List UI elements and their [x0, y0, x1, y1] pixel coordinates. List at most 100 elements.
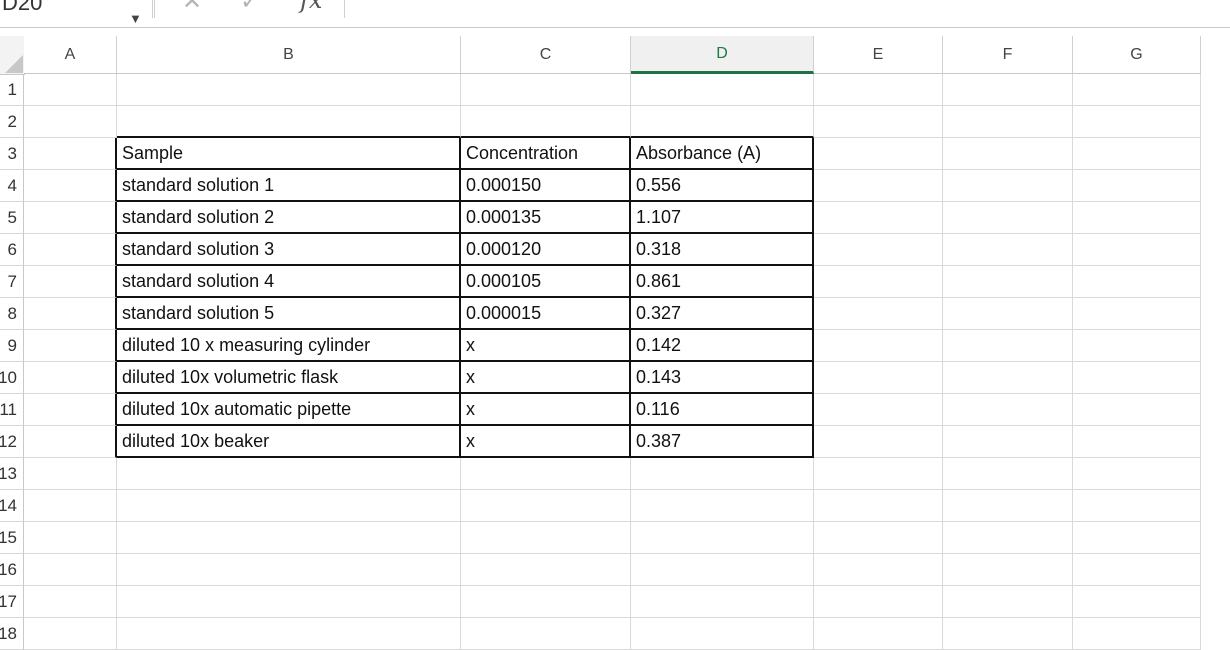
- row-header[interactable]: 1: [0, 74, 24, 106]
- cell-b11[interactable]: diluted 10x automatic pipette: [117, 394, 461, 426]
- cell-g11[interactable]: [1073, 394, 1201, 426]
- row-header[interactable]: 5: [0, 202, 24, 234]
- cell-a4[interactable]: [24, 170, 117, 202]
- cell-c14[interactable]: [461, 490, 631, 522]
- cell-g17[interactable]: [1073, 586, 1201, 618]
- row-header[interactable]: 8: [0, 298, 24, 330]
- cell-f1[interactable]: [943, 74, 1073, 106]
- cell-e13[interactable]: [814, 458, 943, 490]
- cell-f12[interactable]: [943, 426, 1073, 458]
- row-header[interactable]: 10: [0, 362, 24, 394]
- triangle-down-icon[interactable]: ▼: [129, 11, 142, 26]
- cell-e6[interactable]: [814, 234, 943, 266]
- cell-b14[interactable]: [117, 490, 461, 522]
- cell-d2[interactable]: [631, 106, 814, 138]
- name-box[interactable]: D20: [0, 0, 153, 18]
- cell-d12[interactable]: 0.387: [631, 426, 814, 458]
- cell-b3[interactable]: Sample: [117, 138, 461, 170]
- cell-g9[interactable]: [1073, 330, 1201, 362]
- cell-g14[interactable]: [1073, 490, 1201, 522]
- cell-g4[interactable]: [1073, 170, 1201, 202]
- cell-c1[interactable]: [461, 74, 631, 106]
- cell-e8[interactable]: [814, 298, 943, 330]
- row-header[interactable]: 7: [0, 266, 24, 298]
- cell-f11[interactable]: [943, 394, 1073, 426]
- cell-b2[interactable]: [117, 106, 461, 138]
- cell-d18[interactable]: [631, 618, 814, 650]
- cell-g15[interactable]: [1073, 522, 1201, 554]
- cell-c11[interactable]: x: [461, 394, 631, 426]
- cell-e15[interactable]: [814, 522, 943, 554]
- row-header[interactable]: 4: [0, 170, 24, 202]
- cell-d10[interactable]: 0.143: [631, 362, 814, 394]
- cell-b7[interactable]: standard solution 4: [117, 266, 461, 298]
- x-icon[interactable]: ✕: [182, 0, 203, 15]
- cell-f8[interactable]: [943, 298, 1073, 330]
- cell-e11[interactable]: [814, 394, 943, 426]
- cell-b17[interactable]: [117, 586, 461, 618]
- cell-g18[interactable]: [1073, 618, 1201, 650]
- cell-b18[interactable]: [117, 618, 461, 650]
- cell-e9[interactable]: [814, 330, 943, 362]
- cell-a2[interactable]: [24, 106, 117, 138]
- cell-a15[interactable]: [24, 522, 117, 554]
- cell-e3[interactable]: [814, 138, 943, 170]
- cell-d11[interactable]: 0.116: [631, 394, 814, 426]
- cell-b6[interactable]: standard solution 3: [117, 234, 461, 266]
- cell-f17[interactable]: [943, 586, 1073, 618]
- cell-c10[interactable]: x: [461, 362, 631, 394]
- cell-c7[interactable]: 0.000105: [461, 266, 631, 298]
- cell-c9[interactable]: x: [461, 330, 631, 362]
- cell-d1[interactable]: [631, 74, 814, 106]
- cell-d15[interactable]: [631, 522, 814, 554]
- cell-f4[interactable]: [943, 170, 1073, 202]
- cell-d8[interactable]: 0.327: [631, 298, 814, 330]
- cell-c18[interactable]: [461, 618, 631, 650]
- cell-c3[interactable]: Concentration: [461, 138, 631, 170]
- column-header-a[interactable]: A: [24, 36, 117, 74]
- cell-a13[interactable]: [24, 458, 117, 490]
- fx-icon[interactable]: fx: [300, 0, 323, 14]
- row-header[interactable]: 13: [0, 458, 24, 490]
- cell-e7[interactable]: [814, 266, 943, 298]
- column-header-f[interactable]: F: [943, 36, 1073, 74]
- cell-a3[interactable]: [24, 138, 117, 170]
- cell-b9[interactable]: diluted 10 x measuring cylinder: [117, 330, 461, 362]
- cell-d7[interactable]: 0.861: [631, 266, 814, 298]
- cell-a8[interactable]: [24, 298, 117, 330]
- cell-a1[interactable]: [24, 74, 117, 106]
- row-header[interactable]: 18: [0, 618, 24, 650]
- cell-f15[interactable]: [943, 522, 1073, 554]
- cell-b15[interactable]: [117, 522, 461, 554]
- cell-a11[interactable]: [24, 394, 117, 426]
- cell-d4[interactable]: 0.556: [631, 170, 814, 202]
- cell-c4[interactable]: 0.000150: [461, 170, 631, 202]
- column-header-d[interactable]: D: [631, 36, 814, 74]
- cell-e1[interactable]: [814, 74, 943, 106]
- cell-b5[interactable]: standard solution 2: [117, 202, 461, 234]
- cell-f6[interactable]: [943, 234, 1073, 266]
- cell-f3[interactable]: [943, 138, 1073, 170]
- cell-g5[interactable]: [1073, 202, 1201, 234]
- cell-b12[interactable]: diluted 10x beaker: [117, 426, 461, 458]
- cell-d5[interactable]: 1.107: [631, 202, 814, 234]
- row-header[interactable]: 16: [0, 554, 24, 586]
- cell-a14[interactable]: [24, 490, 117, 522]
- column-header-c[interactable]: C: [461, 36, 631, 74]
- cell-c5[interactable]: 0.000135: [461, 202, 631, 234]
- cell-b8[interactable]: standard solution 5: [117, 298, 461, 330]
- cell-e10[interactable]: [814, 362, 943, 394]
- cell-c2[interactable]: [461, 106, 631, 138]
- cell-g16[interactable]: [1073, 554, 1201, 586]
- cell-c8[interactable]: 0.000015: [461, 298, 631, 330]
- cell-d13[interactable]: [631, 458, 814, 490]
- row-header[interactable]: 2: [0, 106, 24, 138]
- cell-e18[interactable]: [814, 618, 943, 650]
- row-header[interactable]: 6: [0, 234, 24, 266]
- select-all-corner[interactable]: [0, 36, 25, 75]
- cell-b1[interactable]: [117, 74, 461, 106]
- cell-g6[interactable]: [1073, 234, 1201, 266]
- cell-a16[interactable]: [24, 554, 117, 586]
- column-header-b[interactable]: B: [117, 36, 461, 74]
- cell-c13[interactable]: [461, 458, 631, 490]
